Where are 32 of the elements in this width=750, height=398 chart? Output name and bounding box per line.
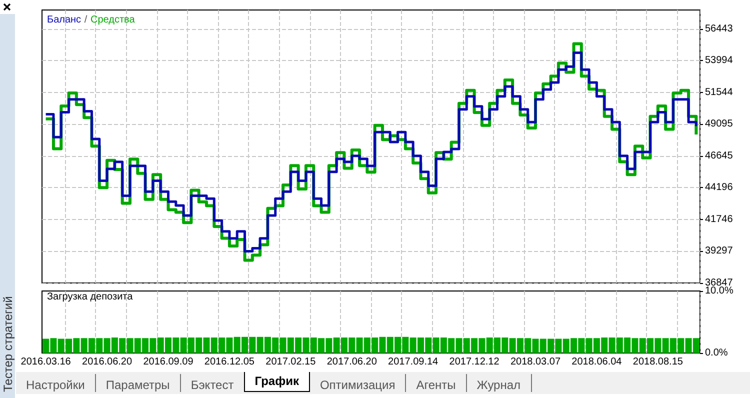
text: Тестер стратегий — [1, 295, 15, 392]
x-tick-label: 2018.08.15 — [632, 356, 684, 368]
y-tick-label: 56443 — [705, 23, 734, 34]
y-tick-label: 53994 — [705, 55, 734, 66]
x-tick-label: 2017.06.20 — [326, 356, 378, 368]
text: Параметры — [96, 374, 181, 392]
y-tick-label: 41746 — [705, 214, 734, 225]
y-tick-label: 10.0% — [705, 286, 734, 296]
text: Настройки — [16, 374, 96, 392]
text: Бэктест — [190, 377, 235, 392]
text: Оптимизация — [310, 374, 406, 392]
x-tick-label: 2016.06.20 — [82, 356, 132, 368]
text: Журнал — [466, 374, 532, 392]
x-tick-label: 2016.09.09 — [143, 356, 194, 368]
y-tick-label: 0.0% — [705, 348, 728, 358]
x-tick-label: 2018.06.04 — [572, 356, 622, 368]
x-tick-label: 2016.03.16 — [20, 356, 72, 368]
x-tick-label: 2017.02.15 — [266, 356, 316, 368]
x-tick-label: 2018.03.07 — [510, 356, 561, 368]
x-tick-label: 2016.12.05 — [204, 356, 255, 368]
text: Баланс — [47, 14, 82, 26]
text: Средства — [90, 14, 136, 26]
y-tick-label: 49095 — [705, 118, 734, 130]
y-tick-label: 46645 — [705, 150, 734, 162]
y-tick-label: 51544 — [705, 86, 734, 98]
text: Агенты — [406, 374, 467, 392]
y-tick-label: 44196 — [705, 182, 734, 194]
y-tick-label: 39297 — [705, 246, 734, 257]
chart-title: Загрузка депозита — [47, 292, 134, 302]
annotation: / — [84, 14, 88, 26]
x-tick-label: 2017.12.12 — [449, 356, 500, 368]
x-tick-label: 2017.09.14 — [388, 356, 439, 368]
